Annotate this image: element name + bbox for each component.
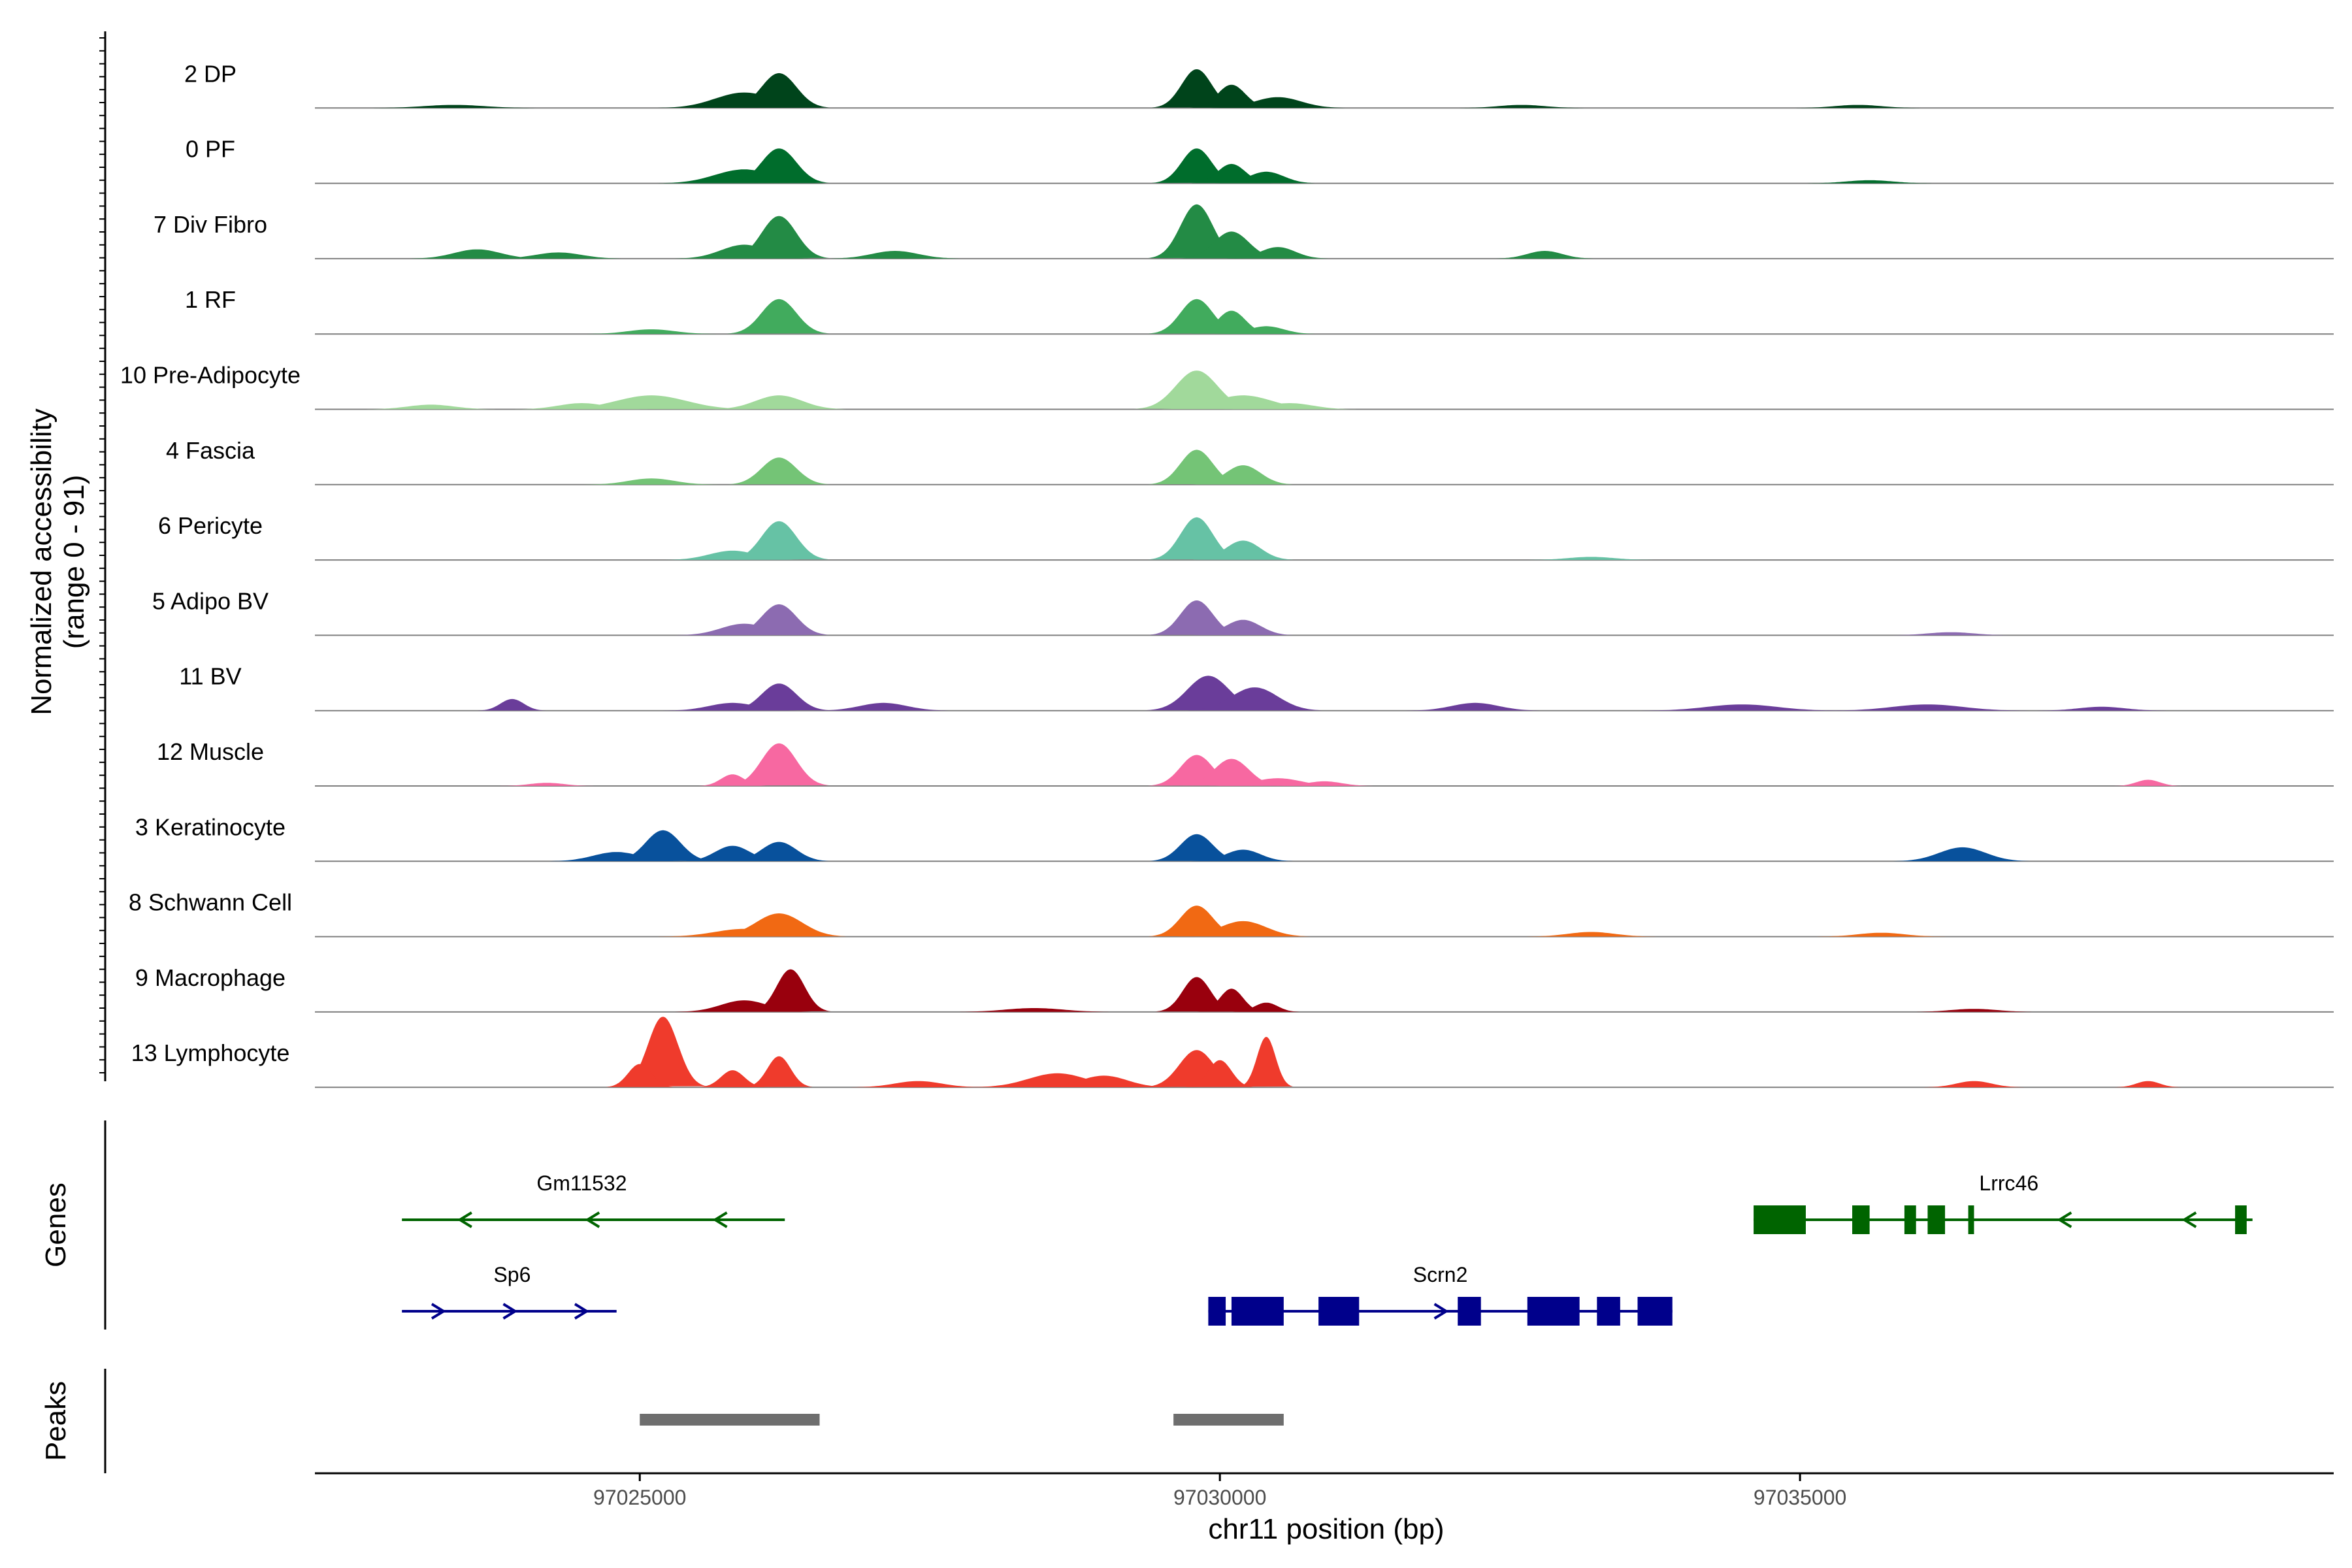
- peaks-track-label: Peaks: [40, 1381, 72, 1461]
- accessibility-peak: [1522, 932, 1659, 937]
- gene-exon: [1852, 1205, 1870, 1234]
- track-label: 7 Div Fibro: [154, 211, 267, 238]
- gene-label: Gm11532: [536, 1171, 627, 1195]
- track-label: 2 DP: [184, 60, 237, 87]
- accessibility-peak: [1922, 1081, 2025, 1087]
- accessibility-peak: [2114, 1081, 2182, 1087]
- accessibility-peak: [849, 1081, 986, 1087]
- track-label: 1 RF: [185, 286, 236, 313]
- track-label: 10 Pre-Adipocyte: [120, 362, 301, 389]
- track-1-rf: 1 RF: [185, 286, 2334, 334]
- accessibility-peak: [1823, 704, 2029, 710]
- track-9-macrophage: 9 Macrophage: [135, 964, 2334, 1012]
- peaks-track: [640, 1414, 1284, 1426]
- accessibility-peak: [727, 299, 829, 334]
- x-tick-label: 97025000: [593, 1486, 686, 1509]
- track-4-fascia: 4 Fascia: [166, 437, 2334, 485]
- track-0-pf: 0 PF: [186, 136, 2334, 184]
- accessibility-peak: [361, 404, 498, 409]
- y-axis-subtitle: (range 0 - 91): [58, 475, 90, 649]
- gene-exon: [1968, 1205, 1974, 1234]
- track-5-adipo-bv: 5 Adipo BV: [152, 587, 2334, 635]
- track-8-schwann-cell: 8 Schwann Cell: [129, 889, 2334, 937]
- peak-region: [1173, 1414, 1284, 1426]
- gene-exon: [1637, 1297, 1672, 1326]
- track-label: 5 Adipo BV: [152, 587, 269, 614]
- track-label: 6 Pericyte: [158, 512, 263, 539]
- accessibility-peak: [478, 699, 546, 711]
- gene-exon: [1208, 1297, 1226, 1326]
- track-13-lymphocyte: 13 Lymphocyte: [131, 1017, 2334, 1087]
- track-label: 3 Keratinocyte: [135, 813, 286, 840]
- track-label: 12 Muscle: [157, 738, 264, 765]
- accessibility-peak: [581, 478, 719, 484]
- track-label: 4 Fascia: [166, 437, 255, 464]
- y-axis-title: Normalized accessibility: [25, 408, 57, 715]
- gene-exon: [1597, 1297, 1620, 1326]
- track-7-div-fibro: 7 Div Fibro: [154, 204, 2334, 259]
- gene-exon: [1904, 1205, 1916, 1234]
- x-tick-label: 97035000: [1754, 1486, 1846, 1509]
- accessibility-peak: [744, 1056, 813, 1087]
- genes-track: Gm11532 Sp6 Scrn2 Lrrc46: [402, 1171, 2253, 1326]
- gene-exon: [1458, 1297, 1481, 1326]
- accessibility-peak: [2114, 780, 2182, 786]
- peak-region: [640, 1414, 819, 1426]
- track-11-bv: 11 BV: [179, 663, 2334, 711]
- gene-sp6: Sp6: [402, 1263, 617, 1318]
- accessibility-peak: [727, 457, 829, 484]
- gene-exon: [1318, 1297, 1359, 1326]
- coverage-tracks: 2 DP 0 PF 7 Div Fibro 1 RF 10 Pre-Adipocyte 4…: [120, 60, 2334, 1087]
- gene-label: Scrn2: [1413, 1263, 1468, 1286]
- track-label: 11 BV: [179, 663, 241, 690]
- gene-scrn2: Scrn2: [1208, 1263, 1672, 1326]
- accessibility-peak: [710, 395, 847, 409]
- accessibility-peak: [1893, 847, 2030, 861]
- gene-label: Sp6: [493, 1263, 531, 1286]
- accessibility-peak: [825, 251, 962, 259]
- x-tick-label: 97030000: [1173, 1486, 1266, 1509]
- track-label: 8 Schwann Cell: [129, 889, 292, 916]
- gene-lrrc46: Lrrc46: [1754, 1171, 2253, 1234]
- accessibility-peak: [1405, 703, 1543, 711]
- genes-track-label: Genes: [40, 1183, 72, 1267]
- track-6-pericyte: 6 Pericyte: [158, 512, 2334, 560]
- accessibility-peak: [581, 329, 719, 334]
- gene-exon: [1927, 1205, 1945, 1234]
- track-label: 13 Lymphocyte: [131, 1039, 290, 1066]
- accessibility-axis: [99, 31, 105, 1081]
- coverage-plot: 2 DP 0 PF 7 Div Fibro 1 RF 10 Pre-Adipocyte 4…: [0, 0, 2352, 1568]
- accessibility-peak: [1239, 1037, 1294, 1086]
- x-axis-title: chr11 position (bp): [1208, 1513, 1444, 1545]
- track-label: 0 PF: [186, 136, 235, 163]
- gene-gm11532: Gm11532: [402, 1171, 785, 1227]
- track-label: 9 Macrophage: [135, 964, 286, 991]
- track-10-pre-adipocyte: 10 Pre-Adipocyte: [120, 362, 2334, 410]
- gene-exon: [1527, 1297, 1580, 1326]
- track-2-dp: 2 DP: [184, 60, 2334, 108]
- accessibility-peak: [1638, 704, 1843, 710]
- accessibility-peak: [814, 703, 951, 711]
- track-3-keratinocyte: 3 Keratinocyte: [135, 813, 2334, 861]
- accessibility-peak: [1493, 251, 1595, 259]
- gene-exon: [1754, 1205, 1806, 1234]
- track-12-muscle: 12 Muscle: [157, 738, 2334, 786]
- gene-exon: [1232, 1297, 1284, 1326]
- gene-exon: [2235, 1205, 2247, 1234]
- gene-label: Lrrc46: [1979, 1171, 2038, 1195]
- x-axis: 97025000 97030000 97035000: [315, 1473, 2334, 1509]
